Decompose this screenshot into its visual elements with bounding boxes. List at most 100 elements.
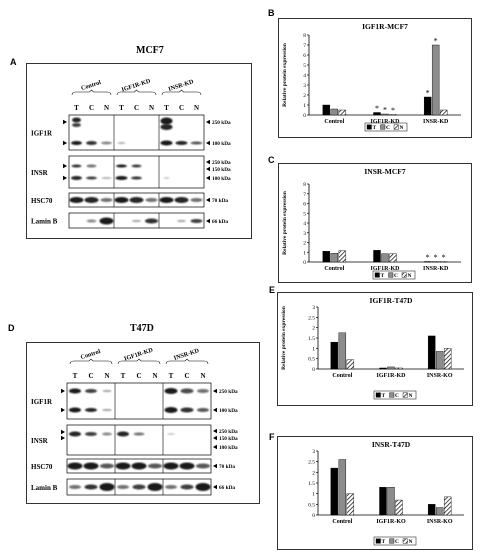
legend-swatch [375, 392, 381, 398]
bar [379, 487, 387, 516]
protein-band [180, 484, 194, 490]
marker-arrow [213, 428, 217, 434]
protein-band [117, 485, 129, 489]
chart-insr-t47d: INSR-T47D 0 0.5 1 1.5 2 2.5 3 Control IGF1R-KO INS… [277, 436, 473, 550]
protein-band [133, 432, 145, 436]
legend-label: C [386, 125, 390, 131]
legend-label: C [394, 273, 398, 279]
group-label: IGF1R-KD [121, 77, 152, 93]
protein-band [86, 141, 97, 145]
marker-arrow [213, 484, 217, 490]
lane-label: N [194, 104, 199, 112]
marker-arrow [206, 159, 210, 165]
blot-frame [68, 155, 205, 189]
chart-insr-mcf7: INSR-MCF7 Relative protein expression 0 1 2 3… [278, 163, 472, 283]
protein-band [69, 407, 81, 413]
lane-label: T [164, 104, 169, 112]
legend-label: T [381, 273, 385, 279]
significance-star: * [426, 253, 430, 262]
protein-band [196, 463, 210, 469]
y-tick-label: 0 [312, 367, 315, 373]
legend-swatch [366, 124, 372, 130]
protein-band [100, 198, 113, 202]
x-tick-label: IGF1R-KD [371, 266, 401, 272]
x-tick-label: INSR-KO [427, 373, 453, 379]
protein-band [85, 408, 97, 412]
protein-band [145, 218, 158, 224]
marker-label: 250 kDa [212, 160, 231, 166]
bar [330, 341, 339, 370]
y-tick-label: 8 [303, 182, 306, 188]
bar [381, 113, 389, 116]
protein-band [69, 197, 84, 203]
protein-band [160, 124, 173, 130]
lane-label: T [121, 372, 126, 380]
marker-label: 100 kDa [219, 445, 238, 451]
x-tick-label: INSR-KD [423, 119, 449, 125]
marker-arrow [206, 218, 210, 224]
chart-title: INSR-MCF7 [364, 167, 405, 176]
protein-band [116, 164, 127, 168]
x-tick-label: IGF1R-KD [377, 373, 407, 379]
protein-band [163, 177, 170, 179]
protein-label: INSR [31, 169, 49, 177]
y-tick-label: 1.5 [308, 336, 315, 342]
protein-label: HSC70 [31, 463, 53, 471]
band-arrow [63, 140, 67, 146]
legend-label: T [382, 393, 386, 399]
band-arrow [63, 175, 67, 181]
group-label: INSR-KD [173, 347, 201, 362]
bar [427, 504, 436, 516]
chart-title: IGF1R-MCF7 [362, 22, 408, 31]
protein-label: IGF1R [31, 398, 53, 406]
lane-label: C [89, 104, 94, 112]
protein-band [164, 388, 178, 394]
significance-star: * [442, 253, 446, 262]
protein-band [163, 462, 179, 470]
legend-swatch [380, 124, 386, 130]
protein-band [67, 462, 83, 470]
group-brace [165, 358, 209, 365]
marker-label: 150 kDa [219, 436, 238, 442]
panel-label-a: A [10, 57, 17, 67]
protein-band [100, 463, 114, 469]
bar [346, 359, 355, 370]
marker-label: 100 kDa [212, 176, 231, 182]
y-tick-label: 7 [303, 192, 306, 198]
y-tick-label: 2.5 [308, 315, 315, 321]
y-tick-label: 6 [303, 53, 306, 59]
chart-svg: IGF1R-T47D Relative protein expression 0 0.… [281, 296, 464, 400]
lane-label: C [184, 372, 189, 380]
legend-label: N [408, 273, 412, 279]
band-arrow [61, 435, 65, 441]
protein-band [160, 140, 173, 146]
group-brace [69, 358, 113, 365]
protein-band [132, 220, 141, 222]
protein-band [179, 462, 195, 470]
legend [373, 536, 417, 546]
protein-band [175, 141, 188, 145]
bar [435, 507, 444, 516]
bar [346, 493, 355, 516]
protein-band [71, 164, 82, 168]
bar [395, 367, 403, 370]
bar [389, 253, 397, 263]
protein-band [84, 197, 99, 203]
protein-band [131, 164, 142, 168]
western-blot-mcf7: Control T C N IGF1R-KD T C N INSR-KD T C N IGF1R 250 … [26, 63, 252, 239]
protein-band [99, 217, 114, 225]
protein-band [69, 431, 81, 437]
lane-label: C [136, 372, 141, 380]
y-tick-label: 4 [303, 221, 306, 227]
protein-band [69, 388, 81, 394]
legend-label: N [400, 125, 404, 131]
y-tick-label: 2.5 [308, 460, 315, 466]
protein-band [101, 141, 112, 145]
protein-label: Lamin B [31, 218, 58, 226]
chart-igf1r-t47d: IGF1R-T47D Relative protein expression 0 0.… [277, 292, 473, 406]
bar [338, 109, 347, 116]
legend-swatch [375, 538, 381, 544]
x-tick-label: Control [332, 519, 352, 525]
y-axis-label: Relative protein expression [281, 306, 287, 370]
marker-label: 250 kDa [219, 429, 238, 435]
